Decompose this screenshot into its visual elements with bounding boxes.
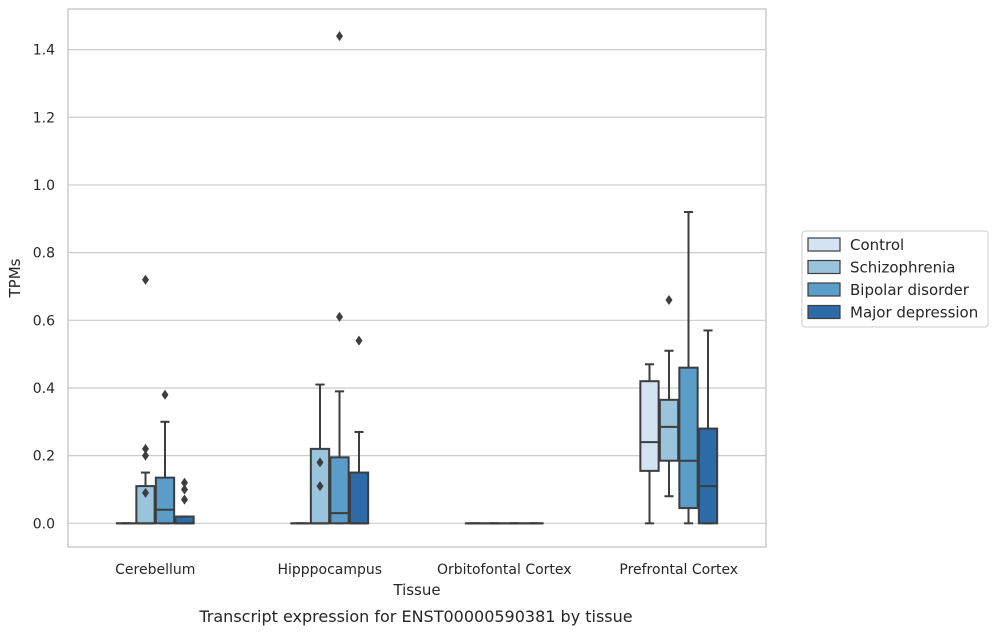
y-tick-label: 0.8: [33, 246, 55, 262]
iqr-box: [658, 398, 680, 462]
box-1-1: [309, 383, 331, 525]
iqr-box: [697, 427, 719, 525]
gridlines: [68, 49, 766, 524]
outlier-point: [355, 335, 363, 346]
legend-label: Control: [850, 236, 904, 254]
outlier-point: [181, 484, 188, 495]
iqr-box: [174, 515, 195, 525]
outlier-point: [665, 294, 673, 305]
outlier-point: [316, 481, 324, 492]
iqr-box: [329, 456, 350, 525]
box-2-1: [329, 31, 350, 525]
y-tick-labels: 0.0 0.2 0.4 0.6 0.8 1.0 1.2 1.4: [33, 43, 55, 533]
outlier-point: [336, 311, 343, 322]
legend-swatch: [807, 259, 841, 275]
box-plots: [115, 31, 719, 525]
x-tick-label: Cerebellum: [115, 562, 195, 578]
legend-label: Major depression: [850, 304, 978, 322]
outlier-point: [316, 457, 324, 468]
box-2-0: [154, 389, 176, 525]
chart-caption: Transcript expression for ENST0000059038…: [198, 607, 632, 626]
y-tick-label: 0.0: [33, 516, 55, 532]
outlier-point: [336, 31, 343, 42]
x-tick-label: Hipppocampus: [277, 562, 382, 578]
iqr-box: [154, 476, 176, 525]
iqr-box: [678, 366, 699, 510]
legend-swatch: [807, 237, 841, 252]
outlier-point: [142, 274, 149, 285]
legend-label: Schizophrenia: [850, 259, 955, 277]
y-tick-label: 0.6: [33, 313, 55, 329]
legend-swatch: [807, 304, 841, 320]
box-1-3: [658, 294, 680, 498]
legend-label: Bipolar disorder: [850, 281, 970, 299]
iqr-box: [639, 380, 660, 472]
box-0-3: [639, 363, 660, 525]
box-3-1: [348, 335, 370, 525]
outlier-point: [142, 443, 149, 454]
outlier-point: [181, 494, 188, 505]
y-tick-label: 0.4: [33, 381, 55, 397]
legend-swatch: [807, 282, 841, 297]
x-axis-title: Tissue: [392, 581, 440, 599]
y-tick-label: 1.4: [33, 43, 55, 59]
y-tick-label: 1.0: [33, 178, 55, 194]
x-tick-label: Orbitofontal Cortex: [437, 562, 572, 578]
outlier-point: [142, 487, 149, 498]
box-3-0: [174, 477, 195, 525]
y-tick-label: 1.2: [33, 110, 55, 126]
box-1-0: [135, 274, 156, 525]
legend: Control Schizophrenia Bipolar disorder Majo…: [801, 230, 989, 328]
box-3-3: [697, 329, 719, 525]
outlier-point: [181, 477, 188, 488]
y-tick-label: 0.2: [33, 449, 55, 465]
x-tick-label: Prefrontal Cortex: [619, 562, 738, 578]
box-2-3: [678, 211, 699, 525]
outlier-point: [142, 450, 149, 461]
legend-frame: [801, 230, 989, 328]
iqr-box: [348, 471, 370, 525]
plot-area-frame: [67, 8, 767, 548]
y-axis-title: TPMs: [6, 258, 24, 298]
outlier-point: [161, 389, 169, 400]
x-tick-labels: Cerebellum Hipppocampus Orbitofontal Corte…: [115, 562, 738, 578]
